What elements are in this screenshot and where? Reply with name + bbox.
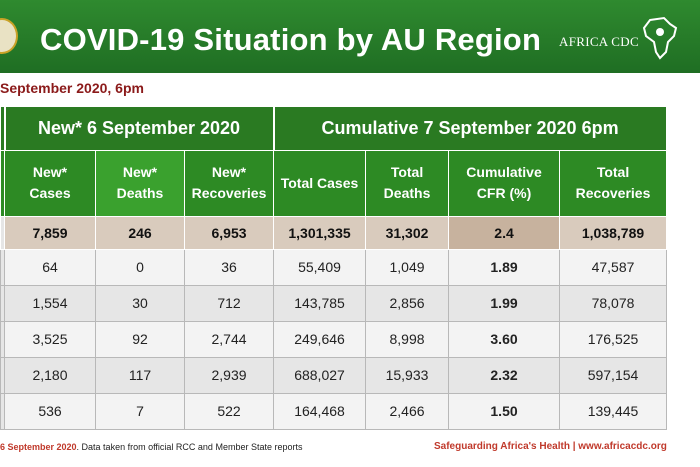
new-group-header: New* 6 September 2020 <box>4 107 275 150</box>
cell-total-cases: 143,785 <box>273 284 367 322</box>
cell-total-recoveries: 176,525 <box>559 320 668 358</box>
brand-name: AFRICA CDC <box>559 34 639 49</box>
cell-total-recoveries: 1,038,789 <box>559 215 668 250</box>
cell-total-deaths: 15,933 <box>365 356 450 394</box>
cell-new-deaths: 117 <box>95 356 185 394</box>
cell-new-cases: 2,180 <box>4 356 96 394</box>
table-row: 64 0 36 55,409 1,049 1.89 47,587 <box>0 248 668 286</box>
cell-new-recoveries: 2,939 <box>183 356 275 394</box>
cell-new-cases: 1,554 <box>4 284 96 322</box>
cell-new-cases: 64 <box>4 248 96 286</box>
col-cfr: Cumulative CFR (%) <box>448 149 561 217</box>
cell-new-recoveries: 712 <box>183 284 275 322</box>
cell-total-cases: 249,646 <box>273 320 367 358</box>
cell-total-recoveries: 78,078 <box>559 284 668 322</box>
footer-tagline: Safeguarding Africa's Health | www.afric… <box>434 441 667 452</box>
col-new-recoveries: New* Recoveries <box>183 149 275 217</box>
cell-cfr: 1.89 <box>448 248 561 286</box>
col-new-cases: New* Cases <box>4 149 96 217</box>
cell-new-deaths: 7 <box>95 392 185 430</box>
source-note: 6 September 2020. Data taken from offici… <box>0 442 302 452</box>
report-date: September 2020, 6pm <box>0 80 144 96</box>
cell-new-recoveries: 2,744 <box>183 320 275 358</box>
cell-new-recoveries: 36 <box>183 248 275 286</box>
cell-new-deaths: 30 <box>95 284 185 322</box>
table-row: 1,554 30 712 143,785 2,856 1.99 78,078 <box>0 284 668 322</box>
cell-total-deaths: 8,998 <box>365 320 450 358</box>
cell-total-cases: 1,301,335 <box>273 215 367 250</box>
col-total-deaths: Total Deaths <box>365 149 450 217</box>
table-row: 536 7 522 164,468 2,466 1.50 139,445 <box>0 392 668 430</box>
cell-cfr: 1.50 <box>448 392 561 430</box>
africa-map-icon <box>642 16 678 60</box>
cell-total-recoveries: 47,587 <box>559 248 668 286</box>
cell-total-cases: 164,468 <box>273 392 367 430</box>
cell-new-recoveries: 522 <box>183 392 275 430</box>
cell-new-deaths: 92 <box>95 320 185 358</box>
cell-new-cases: 7,859 <box>4 215 96 250</box>
au-seal-icon <box>0 18 18 54</box>
source-date: 6 September 2020 <box>0 442 77 452</box>
cell-total-deaths: 1,049 <box>365 248 450 286</box>
cell-total-cases: 55,409 <box>273 248 367 286</box>
col-total-recoveries: Total Recoveries <box>559 149 668 217</box>
cell-total-deaths: 2,856 <box>365 284 450 322</box>
cell-total-deaths: 31,302 <box>365 215 450 250</box>
cell-total-deaths: 2,466 <box>365 392 450 430</box>
cumulative-group-header: Cumulative 7 September 2020 6pm <box>273 107 668 150</box>
page-title: COVID-19 Situation by AU Region <box>40 22 542 57</box>
cell-new-deaths: 246 <box>95 215 185 250</box>
cell-cfr: 2.32 <box>448 356 561 394</box>
cell-total-recoveries: 597,154 <box>559 356 668 394</box>
cell-total-cases: 688,027 <box>273 356 367 394</box>
cell-new-recoveries: 6,953 <box>183 215 275 250</box>
cell-new-cases: 536 <box>4 392 96 430</box>
total-row: 7,859 246 6,953 1,301,335 31,302 2.4 1,0… <box>0 215 668 250</box>
table-row: 2,180 117 2,939 688,027 15,933 2.32 597,… <box>0 356 668 394</box>
cell-new-cases: 3,525 <box>4 320 96 358</box>
stub-header <box>0 107 6 150</box>
cell-new-deaths: 0 <box>95 248 185 286</box>
title-banner: COVID-19 Situation by AU Region AFRICA C… <box>0 0 700 73</box>
col-total-cases: Total Cases <box>273 149 367 217</box>
region-table: New* 6 September 2020 Cumulative 7 Septe… <box>0 107 668 430</box>
cell-cfr: 1.99 <box>448 284 561 322</box>
table-row: 3,525 92 2,744 249,646 8,998 3.60 176,52… <box>0 320 668 358</box>
col-new-deaths: New* Deaths <box>95 149 185 217</box>
cell-cfr: 3.60 <box>448 320 561 358</box>
cell-total-recoveries: 139,445 <box>559 392 668 430</box>
source-text: . Data taken from official RCC and Membe… <box>76 442 303 452</box>
cell-cfr: 2.4 <box>448 215 561 250</box>
